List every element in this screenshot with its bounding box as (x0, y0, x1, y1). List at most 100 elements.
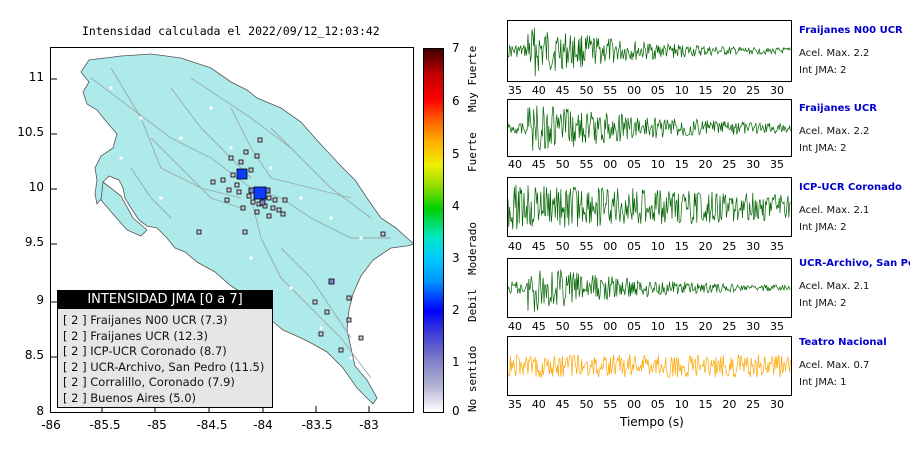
lon-label: -86 (41, 418, 61, 432)
tick-label: 10 (650, 240, 665, 253)
tick-label: 20 (698, 240, 713, 253)
tick-label: 40 (508, 320, 522, 333)
trace-panel-fraijanes-n00[interactable] (507, 20, 792, 82)
colorbar-number: 6 (452, 94, 460, 108)
tick-label: 10 (674, 398, 689, 411)
tick-label: 25 (722, 320, 737, 333)
trace-ticks: 40 45 50 55 00 05 10 15 20 25 30 35 (507, 240, 797, 254)
tick-label: 50 (555, 158, 570, 171)
intensity-colorbar (423, 48, 444, 413)
station-name: Teatro Nacional (799, 337, 887, 348)
colorbar-number: 0 (452, 404, 460, 418)
tick-label: 45 (531, 320, 546, 333)
tick-label: 30 (770, 398, 784, 411)
station-intensity: Int JMA: 2 (799, 222, 847, 233)
tick-label: 45 (555, 398, 570, 411)
lon-label: -84.5 (196, 418, 228, 432)
legend-row: [ 2 ] ICP-UCR Coronado (8.7) (63, 344, 227, 358)
lat-label: 9.5 (24, 235, 44, 249)
station-accel: Acel. Max. 2.1 (799, 205, 870, 216)
tick-label: 45 (531, 240, 546, 253)
trace-panel-ucr-archivo[interactable] (507, 258, 792, 318)
colorbar-number: 2 (452, 303, 460, 317)
seismogram-trace (508, 27, 791, 77)
tick-label: 15 (674, 320, 689, 333)
station-name: ICP-UCR Coronado (799, 182, 902, 193)
tick-label: 45 (531, 158, 546, 171)
lon-label: -83.5 (301, 418, 333, 432)
colorbar-word: Fuerte (466, 132, 479, 172)
tick-label: 15 (674, 240, 689, 253)
colorbar-word: Muy Fuerte (466, 45, 479, 112)
tick-label: 40 (531, 398, 546, 411)
tick-label: 55 (579, 158, 594, 171)
tick-label: 15 (698, 84, 713, 97)
lon-label: -85 (147, 418, 167, 432)
station-intensity: Int JMA: 2 (799, 143, 847, 154)
station-name: UCR-Archivo, San Pedro (799, 258, 910, 269)
intensity-legend: INTENSIDAD JMA [0 a 7] [ 2 ] Fraijanes N… (57, 290, 273, 408)
station-accel: Acel. Max. 0.7 (799, 360, 870, 371)
tick-label: 00 (627, 84, 642, 97)
tick-label: 55 (603, 84, 618, 97)
tick-label: 35 (508, 84, 522, 97)
colorbar-number: 3 (452, 251, 460, 265)
trace-ticks: 40 45 50 55 00 05 10 15 20 25 30 35 (507, 320, 797, 334)
legend-title: INTENSIDAD JMA [0 a 7] (58, 291, 272, 309)
lat-label: 10 (28, 180, 44, 194)
tick-label: 40 (508, 240, 522, 253)
tick-label: 55 (579, 240, 594, 253)
station-accel: Acel. Max. 2.1 (799, 281, 870, 292)
tick-label: 00 (603, 320, 618, 333)
station-intensity: Int JMA: 2 (799, 65, 847, 76)
tick-label: 05 (627, 158, 642, 171)
station-name: Fraijanes N00 UCR (799, 25, 903, 36)
tick-label: 50 (555, 320, 570, 333)
lon-label: -84 (253, 418, 273, 432)
tick-label: 05 (650, 84, 665, 97)
tick-label: 05 (627, 320, 642, 333)
tick-label: 35 (770, 240, 784, 253)
tick-label: 00 (603, 240, 618, 253)
legend-row: [ 2 ] UCR-Archivo, San Pedro (11.5) (63, 359, 265, 374)
trace-panel-icp-coronado[interactable] (507, 177, 792, 237)
tick-label: 55 (603, 398, 618, 411)
seismogram-trace (508, 269, 791, 312)
tick-label: 25 (722, 240, 737, 253)
tick-label: 15 (674, 158, 689, 171)
tick-label: 30 (746, 240, 761, 253)
legend-row: [ 2 ] Buenos Aires (5.0) (63, 390, 197, 405)
seismogram-trace (508, 105, 791, 151)
seismogram-trace (508, 184, 791, 230)
colorbar-number: 1 (452, 355, 460, 369)
lat-label: 9 (36, 293, 44, 307)
tick-label: 00 (627, 398, 642, 411)
trace-panel-teatro-nacional[interactable] (507, 336, 792, 396)
station-accel: Acel. Max. 2.2 (799, 126, 870, 137)
trace-ticks: 35 40 45 50 55 00 05 10 15 20 25 30 (507, 84, 797, 98)
colorbar-word: Debil (466, 288, 479, 322)
colorbar-word: Moderado (466, 222, 479, 275)
legend-row: [ 2 ] Corralillo, Coronado (7.9) (63, 375, 235, 389)
legend-row: [ 2 ] Fraijanes N00 UCR (7.3) (63, 313, 228, 327)
tick-label: 20 (698, 320, 713, 333)
costa-rica-map (51, 53, 413, 412)
tick-label: 05 (650, 398, 665, 411)
trace-panel-fraijanes-ucr[interactable] (507, 99, 792, 157)
tick-label: 35 (508, 398, 522, 411)
tick-label: 55 (579, 320, 594, 333)
colorbar-number: 4 (452, 199, 460, 213)
tick-label: 10 (650, 320, 665, 333)
station-intensity: Int JMA: 2 (799, 298, 847, 309)
tick-label: 00 (603, 158, 618, 171)
colorbar-word: No sentido (466, 345, 479, 412)
tick-label: 50 (579, 84, 594, 97)
time-axis-label: Tiempo (s) (620, 415, 684, 429)
tick-label: 40 (531, 84, 546, 97)
tick-label: 25 (746, 398, 761, 411)
tick-label: 40 (508, 158, 522, 171)
trace-ticks: 40 45 50 55 00 05 10 15 20 25 30 35 (507, 158, 797, 172)
tick-label: 20 (698, 158, 713, 171)
station-accel: Acel. Max. 2.2 (799, 48, 870, 59)
tick-label: 10 (650, 158, 665, 171)
